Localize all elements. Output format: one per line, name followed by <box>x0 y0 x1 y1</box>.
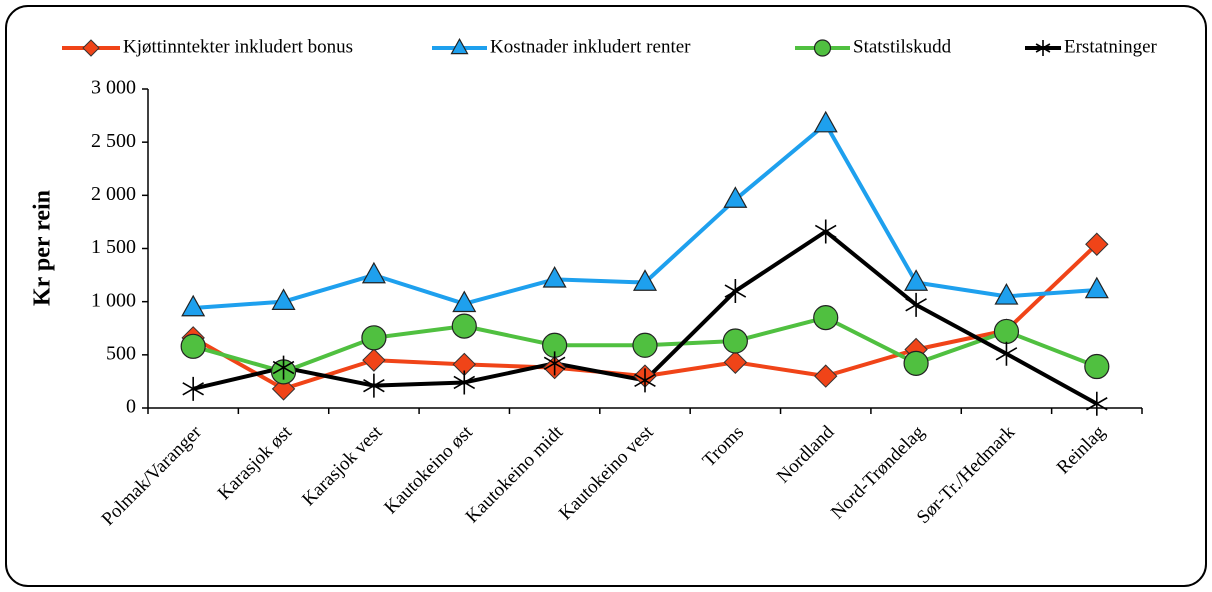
marker <box>181 294 206 317</box>
marker <box>363 373 385 398</box>
marker <box>994 283 1019 305</box>
marker <box>1084 276 1109 299</box>
marker <box>453 370 476 395</box>
marker <box>272 355 295 380</box>
marker <box>271 288 296 310</box>
marker <box>1085 232 1109 256</box>
marker <box>814 219 837 244</box>
marker <box>180 333 206 359</box>
marker <box>903 350 929 376</box>
y-tick-label: 0 <box>126 396 136 418</box>
marker <box>1086 391 1108 416</box>
marker <box>182 376 204 401</box>
marker <box>995 341 1018 366</box>
y-axis-label: Kr per rein <box>30 190 56 306</box>
y-tick-label: 2 500 <box>91 130 136 152</box>
marker <box>632 332 658 358</box>
marker <box>632 269 658 291</box>
marker <box>542 266 567 288</box>
y-tick-label: 1 000 <box>91 289 136 311</box>
legend-label: Kostnader inkludert renter <box>490 36 691 57</box>
y-tick-label: 2 000 <box>91 183 136 205</box>
marker <box>905 292 927 317</box>
marker <box>452 290 477 313</box>
marker <box>450 37 469 55</box>
marker <box>813 39 832 57</box>
marker <box>904 269 929 291</box>
marker <box>361 325 387 351</box>
marker <box>1084 353 1110 380</box>
marker <box>543 351 566 376</box>
y-tick-label: 3 000 <box>91 77 136 99</box>
marker <box>813 305 839 331</box>
legend-label: Kjøttinntekter inkludert bonus <box>123 36 353 57</box>
marker <box>722 328 748 354</box>
marker <box>1035 40 1051 56</box>
legend-label: Statstilskudd <box>853 36 952 57</box>
y-tick-label: 500 <box>106 342 136 364</box>
marker <box>723 350 748 374</box>
y-tick-label: 1 500 <box>91 236 136 258</box>
marker <box>993 318 1020 345</box>
marker <box>724 279 747 304</box>
marker <box>271 377 296 401</box>
marker <box>82 39 100 57</box>
marker <box>723 186 748 208</box>
marker <box>451 313 477 339</box>
marker <box>814 364 838 388</box>
marker <box>362 348 386 372</box>
legend-label: Erstatninger <box>1064 36 1158 57</box>
chart-border <box>5 5 1207 587</box>
marker <box>361 261 386 284</box>
marker <box>634 368 656 393</box>
marker <box>813 110 838 133</box>
